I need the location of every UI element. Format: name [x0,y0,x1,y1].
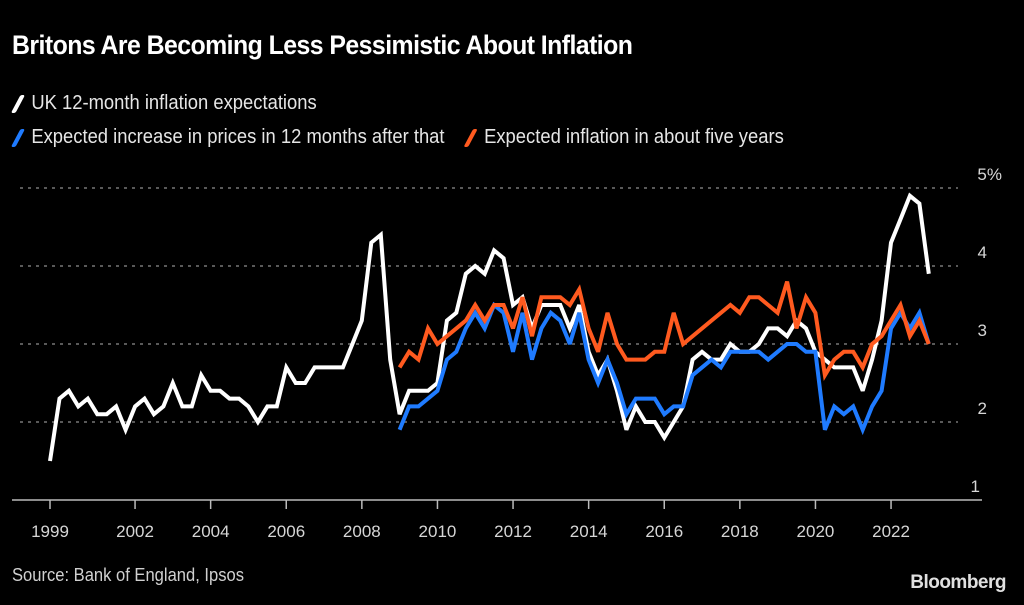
x-tick-label: 2006 [267,522,305,541]
legend-label: Expected inflation in about five years [484,126,784,148]
bloomberg-logo: Bloomberg [910,572,1006,593]
legend-label: Expected increase in prices in 12 months… [31,126,445,148]
y-tick-label: 1 [971,477,980,496]
legend-row-2: Expected increase in prices in 12 months… [10,126,804,149]
x-tick-label: 2018 [721,522,759,541]
y-tick-label: 5% [977,165,1002,184]
legend-row-1: UK 12-month inflation expectations [10,92,337,115]
x-axis: 1999 2002 2004 2006 2008 2010 2012 2014 2016 2018… [12,499,982,541]
y-axis-labels: 5% 4 3 2 1 [971,165,1002,496]
series-lines [48,192,931,462]
y-tick-label: 2 [978,399,987,418]
chart-title: Britons Are Becoming Less Pessimistic Ab… [12,30,633,60]
legend-item-five-years: Expected inflation in about five years [463,126,784,149]
y-tick-label: 3 [978,321,987,340]
legend-label: UK 12-month inflation expectations [31,92,317,114]
series-line-expected-increase-in-prices-in-12-months-after-that [397,301,931,436]
x-tick-label: 2016 [645,522,683,541]
legend-item-uk-12-month: UK 12-month inflation expectations [10,92,317,115]
x-tick-label: 1999 [31,522,69,541]
x-tick-label: 2022 [872,522,910,541]
x-tick-label: 2012 [494,522,532,541]
legend-item-12-months-after: Expected increase in prices in 12 months… [10,126,445,149]
x-tick-label: 2002 [116,522,154,541]
y-tick-label: 4 [978,243,987,262]
x-tick-label: 2010 [419,522,457,541]
x-tick-label: 2008 [343,522,381,541]
source-note: Source: Bank of England, Ipsos [12,565,244,585]
x-tick-label: 2014 [570,522,608,541]
gridlines [20,187,958,423]
series-line-uk-12-month-inflation-expectations [48,192,931,462]
x-tick-label: 2004 [192,522,230,541]
series-line-expected-inflation-in-about-five-years [397,281,931,381]
x-tick-label: 2020 [797,522,835,541]
